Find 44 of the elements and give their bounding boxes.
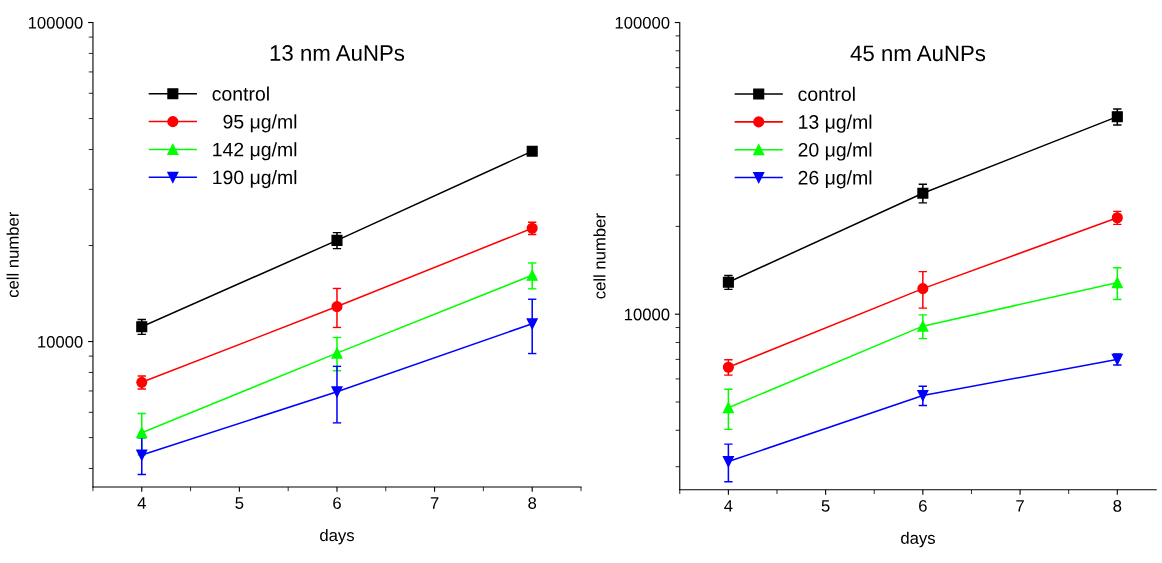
point	[331, 301, 343, 313]
y-axis-title: cell number	[593, 213, 606, 299]
point	[1111, 277, 1123, 289]
legend-label: control	[212, 86, 269, 101]
x-tick-label: 5	[235, 497, 244, 509]
point	[331, 386, 343, 398]
x-tick-label: 6	[333, 497, 341, 509]
point	[136, 449, 148, 461]
point	[917, 187, 929, 199]
legend-label: 95 μg/ml	[223, 114, 297, 133]
point	[526, 269, 538, 281]
point	[526, 318, 538, 330]
y-axis-title: cell number	[6, 211, 19, 298]
legend-label: 190 μg/ml	[213, 170, 297, 189]
y-tick-label: 100000	[615, 16, 670, 29]
y-tick-label: 100000	[28, 16, 83, 29]
x-tick-label: 4	[724, 500, 733, 512]
x-tick-label: 4	[137, 497, 146, 509]
text: 13 nm AuNPs	[270, 45, 405, 61]
point	[722, 455, 734, 468]
legend-label: 20 μg/ml	[798, 142, 872, 161]
point	[331, 234, 343, 246]
x-axis-title: days	[901, 531, 935, 548]
point	[136, 427, 148, 439]
point	[331, 347, 343, 359]
point	[917, 283, 929, 295]
legend-label: 13 μg/ml	[799, 114, 872, 133]
x-tick-label: 7	[1016, 500, 1024, 512]
x-tick-label: 7	[430, 497, 439, 509]
legend-label: control	[798, 86, 855, 102]
point	[917, 389, 929, 402]
x-tick-label: 8	[1113, 499, 1122, 512]
legend-label: 26 μg/ml	[798, 170, 872, 189]
x-tick-label: 6	[919, 499, 927, 512]
point	[917, 320, 929, 332]
y-tick-label: 10000	[624, 308, 670, 321]
x-axis-title: days	[320, 528, 354, 545]
point	[722, 402, 734, 414]
x-tick-label: 8	[528, 497, 537, 509]
point	[526, 145, 538, 157]
text: 45 nm AuNPs	[850, 45, 986, 62]
x-tick-label: 5	[821, 500, 830, 512]
legend-label: 142 μg/ml	[213, 142, 297, 161]
y-tick-label: 10000	[38, 335, 83, 348]
